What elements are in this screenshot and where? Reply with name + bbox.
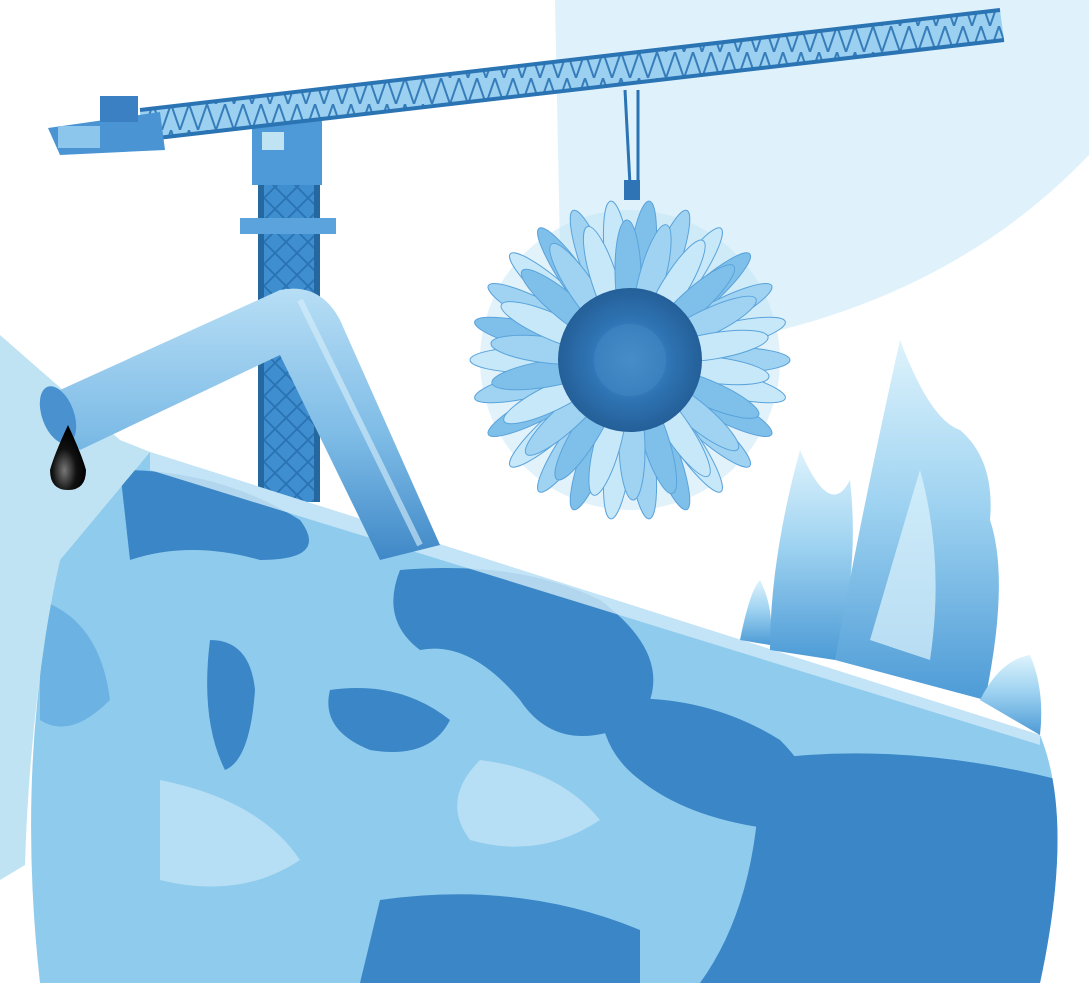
flames bbox=[740, 340, 1042, 735]
oil-drop-icon bbox=[50, 425, 86, 490]
sunflower-on-crane-hook bbox=[469, 200, 791, 520]
mid-blue-background-shape bbox=[0, 335, 150, 880]
tower-crane bbox=[48, 8, 1005, 502]
